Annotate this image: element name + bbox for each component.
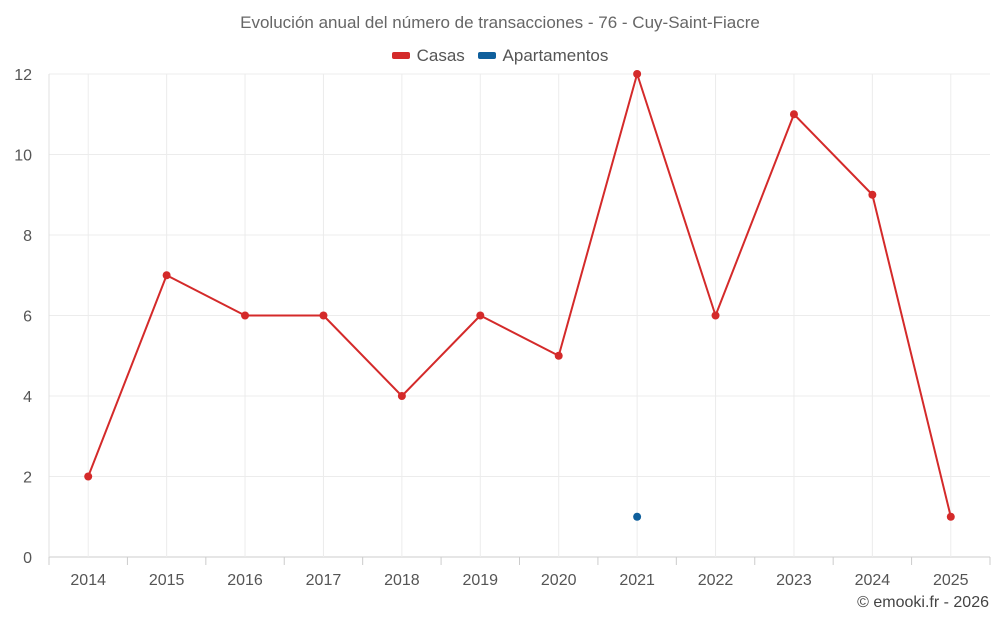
y-tick-label: 10 [14, 148, 32, 165]
legend: Casas Apartamentos [0, 44, 1000, 66]
legend-item-apartamentos[interactable]: Apartamentos [477, 45, 609, 66]
legend-label-apartamentos: Apartamentos [502, 45, 609, 65]
x-tick-label: 2016 [227, 572, 263, 589]
x-tick-label: 2017 [306, 572, 342, 589]
legend-swatch-apartamentos [477, 52, 496, 59]
data-point-casas-2021 [633, 70, 642, 78]
x-tick-label: 2024 [855, 572, 891, 589]
chart-title: Evolución anual del número de transaccio… [240, 13, 760, 32]
x-tick-label: 2025 [933, 572, 969, 589]
data-point-casas-2017 [319, 311, 328, 320]
x-tick-label: 2018 [384, 572, 420, 589]
data-point-casas-2019 [476, 311, 485, 320]
y-tick-label: 4 [23, 389, 32, 406]
legend-label-casas: Casas [416, 45, 465, 65]
x-tick-label: 2023 [776, 572, 812, 589]
y-tick-label: 12 [14, 67, 32, 84]
data-point-casas-2025 [946, 512, 955, 521]
credit-text: © emooki.fr - 2026 [857, 594, 989, 611]
x-tick-label: 2014 [70, 572, 106, 589]
data-point-casas-2015 [162, 271, 171, 280]
y-tick-label: 6 [23, 309, 32, 326]
data-point-casas-2020 [554, 351, 563, 360]
y-tick-label: 0 [23, 550, 32, 567]
data-point-casas-2014 [84, 472, 93, 481]
data-point-apartamentos-2021 [633, 512, 642, 521]
x-tick-label: 2022 [698, 572, 734, 589]
data-point-casas-2018 [397, 392, 406, 400]
legend-swatch-casas [391, 52, 410, 59]
y-tick-label: 2 [23, 470, 32, 487]
x-tick-label: 2020 [541, 572, 577, 589]
x-tick-label: 2015 [149, 572, 185, 589]
data-point-casas-2023 [789, 110, 798, 119]
data-point-casas-2024 [868, 190, 877, 199]
x-tick-label: 2021 [619, 572, 655, 589]
legend-item-casas[interactable]: Casas [391, 45, 465, 66]
data-point-casas-2016 [241, 311, 250, 320]
series-line-casas [87, 73, 952, 517]
x-tick-label: 2019 [462, 572, 498, 589]
y-tick-label: 8 [23, 228, 32, 245]
data-point-casas-2022 [711, 311, 720, 320]
